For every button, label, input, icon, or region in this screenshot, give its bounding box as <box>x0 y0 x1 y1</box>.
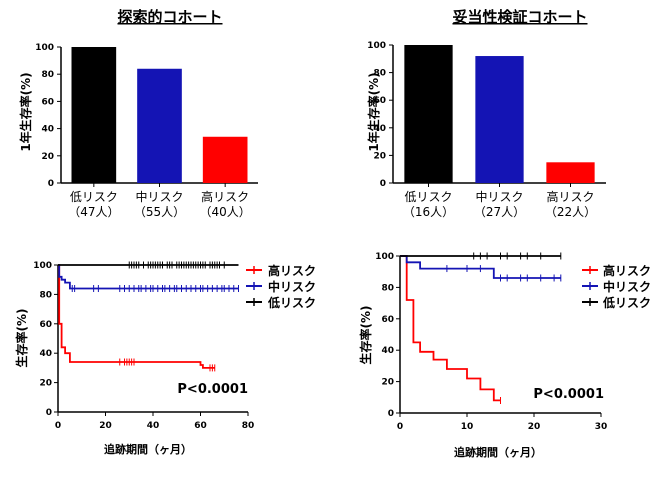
category-label: 中リスク <box>475 189 523 204</box>
km-chart-validation: 生存率(%) 追跡期間（ヶ月） P<0.0001 0 20 40 60 80 100 0 10… <box>358 252 651 459</box>
survival-curve <box>58 264 215 369</box>
km-plot-area: 0 20 40 60 80 100 0 20 40 60 80 <box>33 261 254 431</box>
chart-title: 妥当性検証コホート <box>452 8 587 26</box>
bar <box>475 56 524 183</box>
y-axis-label: 生存率(%) <box>358 306 373 365</box>
x-tick-label: 80 <box>242 421 255 431</box>
x-tick-label: 0 <box>397 422 403 432</box>
x-axis-label: 追跡期間（ヶ月） <box>104 442 192 456</box>
legend-label-mid: 中リスク <box>603 279 651 294</box>
y-tick-label: 80 <box>373 69 386 79</box>
y-axis-label: 1年生存率(%) <box>18 72 33 151</box>
p-value-annotation: P<0.0001 <box>177 382 248 397</box>
bar <box>137 68 182 183</box>
category-count-label: （27人） <box>474 205 525 219</box>
legend-label-high: 高リスク <box>603 263 651 278</box>
legend-label-low: 低リスク <box>267 295 316 310</box>
x-tick-label: 40 <box>147 421 160 431</box>
category-count-label: （22人） <box>545 205 596 219</box>
y-tick-label: 0 <box>46 408 52 418</box>
y-tick-label: 100 <box>367 41 386 51</box>
y-tick-label: 60 <box>39 320 52 330</box>
y-tick-label: 0 <box>380 179 386 189</box>
y-axis-label: 生存率(%) <box>14 309 29 368</box>
y-tick-label: 100 <box>33 261 52 271</box>
legend-label-high: 高リスク <box>268 263 316 278</box>
y-tick-label: 40 <box>381 346 394 356</box>
y-tick-label: 20 <box>373 151 386 161</box>
category-count-label: （40人） <box>200 205 251 219</box>
y-tick-label: 80 <box>39 290 52 300</box>
x-tick-label: 10 <box>461 422 474 432</box>
y-tick-label: 80 <box>41 70 54 80</box>
y-tick-label: 20 <box>381 378 394 388</box>
x-tick-label: 0 <box>55 421 61 431</box>
category-label: 低リスク <box>70 190 118 204</box>
x-tick-label: 30 <box>595 422 608 432</box>
y-tick-label: 60 <box>373 96 386 106</box>
legend: 高リスク 中リスク 低リスク <box>246 263 316 310</box>
bar-plot-area: 0 20 40 60 80 100 低リスク（16人） 中リスク（27人） 高リスク（22人） <box>367 41 606 219</box>
category-label: 中リスク <box>135 189 183 204</box>
legend: 高リスク 中リスク 低リスク <box>582 263 651 310</box>
category-count-label: （16人） <box>403 205 454 219</box>
category-label: 高リスク <box>546 189 594 204</box>
x-tick-label: 60 <box>194 421 207 431</box>
y-tick-label: 60 <box>41 97 54 107</box>
y-tick-label: 20 <box>39 379 52 389</box>
bar <box>71 47 117 183</box>
legend-label-low: 低リスク <box>602 295 651 310</box>
bar <box>202 136 248 183</box>
bar <box>404 45 453 183</box>
y-tick-label: 100 <box>375 252 394 262</box>
y-tick-label: 80 <box>381 283 394 293</box>
category-label: 低リスク <box>404 190 452 204</box>
x-tick-label: 20 <box>528 422 541 432</box>
survival-curve <box>400 255 501 402</box>
category-label: 高リスク <box>201 189 249 204</box>
y-tick-label: 20 <box>41 152 54 162</box>
y-tick-label: 40 <box>39 349 52 359</box>
bar-chart-validation: 妥当性検証コホート 1年生存率(%) 0 20 40 60 80 100 低リスク（16人）… <box>366 8 606 219</box>
bar-plot-area: 0 20 40 60 80 100 低リスク（47人） 中リスク（55人） 高リスク（40人） <box>35 43 258 219</box>
category-count-label: （55人） <box>134 205 185 219</box>
bar <box>546 162 595 183</box>
x-axis-label: 追跡期間（ヶ月） <box>454 445 542 459</box>
survival-curve <box>58 264 239 290</box>
y-axis-label: 1年生存率(%) <box>366 72 381 151</box>
bar-chart-exploratory: 探索的コホート 1年生存率(%) 0 20 40 60 80 100 低リスク（47人） 中リ… <box>18 8 258 219</box>
y-tick-label: 0 <box>48 179 54 189</box>
x-tick-label: 20 <box>99 421 112 431</box>
y-tick-label: 60 <box>381 315 394 325</box>
legend-label-mid: 中リスク <box>268 279 316 294</box>
chart-title: 探索的コホート <box>117 8 222 26</box>
km-plot-area: 0 20 40 60 80 100 0 10 20 30 <box>375 252 607 432</box>
km-chart-exploratory: 生存率(%) 追跡期間（ヶ月） P<0.0001 0 20 40 60 80 100 0 20… <box>14 261 316 456</box>
y-tick-label: 0 <box>388 409 394 419</box>
survival-curve <box>400 255 561 279</box>
category-count-label: （47人） <box>68 205 119 219</box>
y-tick-label: 40 <box>41 125 54 135</box>
y-tick-label: 40 <box>373 124 386 134</box>
y-tick-label: 100 <box>35 43 54 53</box>
p-value-annotation: P<0.0001 <box>533 387 604 402</box>
